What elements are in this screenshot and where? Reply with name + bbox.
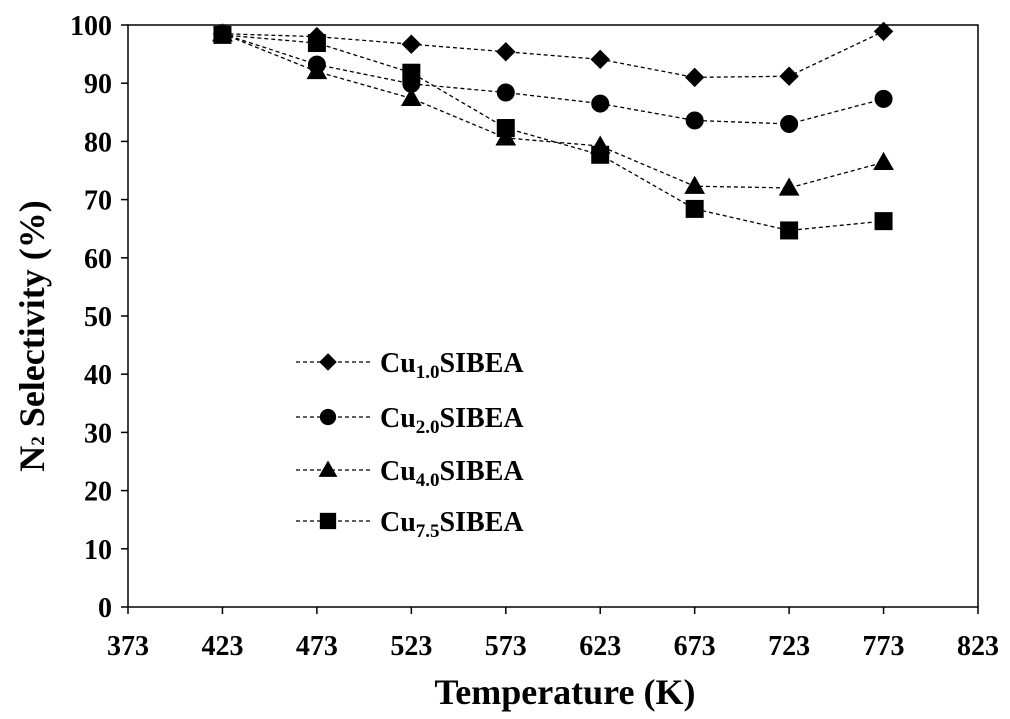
series-square: [213, 25, 893, 240]
y-tick-label: 40: [84, 360, 112, 391]
x-tick-label: 823: [957, 631, 999, 662]
legend-label: Cu7.5SIBEA: [380, 507, 524, 542]
data-point-triangle: [400, 87, 422, 106]
series-line: [222, 30, 884, 79]
y-tick-label: 30: [84, 418, 112, 449]
y-tick-label: 50: [84, 302, 112, 333]
data-point-diamond: [684, 67, 705, 88]
x-axis-title: Temperature (K): [435, 672, 696, 712]
y-tick-label: 20: [84, 477, 112, 508]
legend-item: Cu7.5SIBEA: [296, 507, 524, 542]
legend-label: Cu4.0SIBEA: [380, 456, 524, 491]
data-point-diamond: [496, 42, 516, 62]
plot-border: [127, 24, 979, 608]
legend-label: Cu1.0SIBEA: [380, 348, 524, 383]
data-point-circle: [874, 89, 893, 108]
series-line: [222, 34, 884, 232]
data-point-circle: [780, 114, 799, 133]
x-tick-label: 673: [674, 631, 716, 662]
data-point-circle: [591, 94, 610, 113]
y-tick-label: 60: [84, 244, 112, 275]
x-tick-label: 373: [107, 631, 149, 662]
y-tick-label: 0: [98, 593, 112, 624]
legend-item: Cu2.0SIBEA: [296, 403, 524, 438]
legend-item: Cu4.0SIBEA: [296, 456, 524, 491]
data-point-square: [685, 199, 704, 218]
x-tick-label: 423: [201, 631, 243, 662]
y-tick-label: 90: [84, 69, 112, 100]
x-tick-label: 523: [390, 631, 432, 662]
data-point-square: [874, 212, 893, 231]
y-axis-title: N2 Selectivity (%): [12, 200, 52, 471]
data-point-diamond: [779, 66, 799, 86]
x-tick-label: 773: [863, 631, 905, 662]
x-tick-label: 573: [485, 631, 527, 662]
data-point-square: [213, 25, 232, 44]
y-axis: 0 10 20 30 40 50 60 70 80 90 100: [70, 11, 128, 624]
data-point-square: [307, 34, 326, 53]
y-axis-title-rest: Selectivity (%): [12, 200, 52, 436]
y-tick-label: 70: [84, 186, 112, 217]
data-point-triangle: [873, 151, 894, 170]
legend-label: Cu2.0SIBEA: [380, 403, 524, 438]
series-line: [222, 33, 884, 125]
data-point-diamond: [590, 49, 610, 70]
legend-item: Cu1.0SIBEA: [296, 348, 524, 383]
legend-marker-triangle: [318, 460, 338, 477]
x-tick-label: 623: [579, 631, 621, 662]
data-point-circle: [496, 83, 515, 102]
x-axis: 373 423 473 523 573 623 673 723 773 823: [107, 607, 999, 662]
series-line: [222, 33, 884, 189]
x-tick-label: 723: [768, 631, 810, 662]
x-tick-label: 473: [296, 631, 338, 662]
legend-marker-square: [319, 512, 337, 530]
data-point-circle: [685, 111, 704, 130]
data-point-triangle: [684, 175, 706, 194]
y-axis-title-main: N: [12, 446, 52, 472]
plot-area: [127, 24, 979, 608]
data-point-triangle: [778, 177, 800, 196]
data-point-square: [591, 145, 610, 164]
data-point-square: [402, 63, 421, 82]
series-layer: [212, 21, 894, 240]
y-tick-label: 100: [70, 11, 112, 42]
y-axis-title-subscript: 2: [28, 436, 49, 446]
legend-marker-circle: [319, 408, 337, 426]
legend-marker-diamond: [319, 353, 337, 371]
data-point-square: [496, 119, 515, 138]
data-point-diamond: [401, 34, 422, 54]
legend: Cu1.0SIBEA Cu2.0SIBEA Cu4.0SIBEA Cu7.5SIBEA: [296, 348, 524, 542]
data-point-diamond: [873, 21, 894, 42]
y-tick-label: 80: [84, 127, 112, 158]
data-point-square: [780, 221, 799, 240]
y-tick-label: 10: [84, 535, 112, 566]
data-point-triangle: [306, 61, 328, 80]
